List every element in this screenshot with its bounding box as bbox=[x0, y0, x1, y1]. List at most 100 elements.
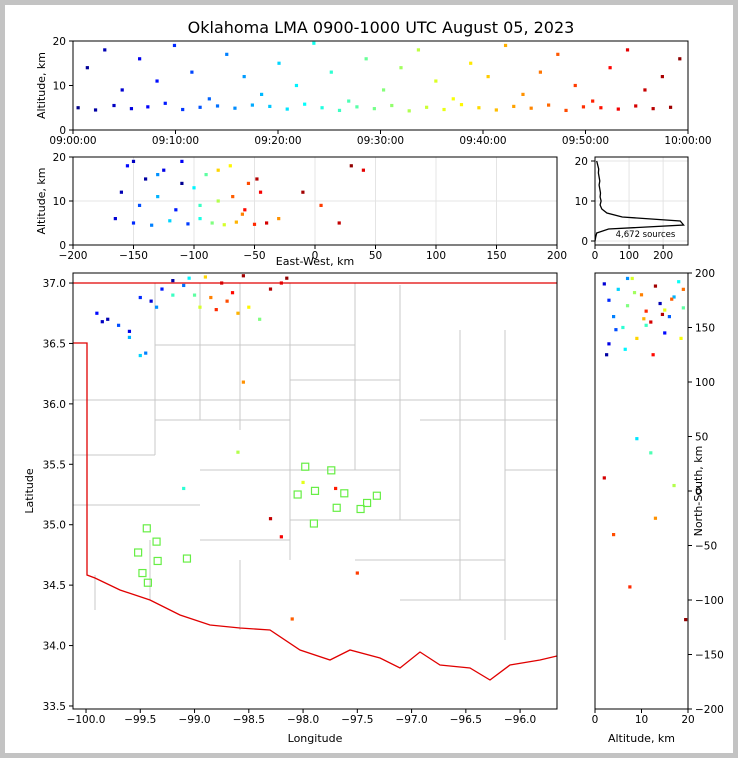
lightning-source bbox=[144, 351, 148, 355]
y-tick-label: 20 bbox=[53, 36, 66, 48]
lightning-source bbox=[138, 353, 142, 358]
lightning-source bbox=[192, 293, 197, 297]
lightning-source bbox=[171, 293, 175, 297]
lightning-source bbox=[581, 105, 586, 109]
axes-frame bbox=[72, 272, 558, 710]
lightning-source bbox=[651, 107, 655, 111]
lightning-source bbox=[355, 105, 359, 109]
lightning-source bbox=[198, 217, 202, 221]
lightning-source bbox=[628, 585, 632, 589]
lightning-source bbox=[162, 168, 166, 172]
y-tick-label: 150 bbox=[695, 323, 715, 335]
lightning-source bbox=[660, 75, 664, 79]
lightning-source bbox=[663, 308, 667, 312]
lightning-source bbox=[684, 618, 688, 622]
x-tick-label: 100 bbox=[619, 250, 639, 262]
lightning-source bbox=[240, 212, 244, 216]
y-tick-label: 10 bbox=[53, 81, 66, 93]
lightning-source bbox=[681, 287, 685, 291]
x-tick-label: 0 bbox=[592, 250, 599, 262]
lightning-source bbox=[670, 297, 674, 301]
lightning-source bbox=[623, 347, 627, 351]
lightning-source bbox=[85, 66, 89, 70]
lightning-source bbox=[231, 195, 235, 199]
lightning-source bbox=[242, 75, 246, 79]
lightning-source bbox=[203, 275, 207, 279]
x-tick-label: −98.0 bbox=[287, 714, 319, 726]
x-tick-label: 50 bbox=[369, 250, 382, 262]
lightning-source bbox=[76, 106, 80, 110]
x-tick-label: 0 bbox=[312, 250, 319, 262]
lightning-source bbox=[614, 328, 618, 332]
lightning-source bbox=[347, 99, 351, 103]
lightning-source bbox=[349, 164, 353, 168]
x-tick-label: 100 bbox=[426, 250, 446, 262]
x-tick-label: 09:30:00 bbox=[357, 135, 404, 147]
lightning-source bbox=[112, 103, 116, 108]
lightning-source bbox=[625, 276, 630, 281]
y-tick-label: 200 bbox=[695, 268, 715, 280]
y-tick-label: 34.5 bbox=[43, 580, 66, 592]
lightning-source bbox=[649, 451, 653, 455]
lightning-source bbox=[364, 57, 368, 61]
x-tick-label: −96.5 bbox=[450, 714, 482, 726]
lightning-source bbox=[329, 70, 333, 74]
lightning-source bbox=[198, 305, 202, 309]
x-tick-label: −100 bbox=[180, 250, 209, 262]
lightning-source bbox=[643, 88, 647, 92]
lightning-source bbox=[591, 99, 595, 103]
lightning-source bbox=[319, 203, 323, 207]
x-tick-label: −97.0 bbox=[395, 714, 427, 726]
lightning-source bbox=[138, 57, 142, 61]
y-tick-label: 37.0 bbox=[43, 278, 66, 290]
axes-frame bbox=[72, 156, 558, 246]
lightning-source bbox=[255, 177, 259, 181]
lightning-source bbox=[672, 295, 676, 299]
lightning-source bbox=[233, 106, 237, 110]
lightning-source bbox=[503, 43, 508, 48]
lightning-source bbox=[155, 79, 159, 83]
lightning-source bbox=[268, 104, 272, 109]
lightning-source bbox=[573, 83, 577, 88]
lightning-source bbox=[127, 335, 132, 340]
lightning-source bbox=[521, 92, 525, 96]
x-tick-label: −99.5 bbox=[124, 714, 156, 726]
lightning-source bbox=[127, 329, 132, 333]
x-tick-label: 09:20:00 bbox=[254, 135, 301, 147]
lightning-source bbox=[116, 323, 121, 327]
lightning-source bbox=[149, 299, 153, 303]
lightning-source bbox=[228, 164, 232, 168]
lightning-source bbox=[163, 101, 167, 105]
lightning-source bbox=[616, 107, 620, 111]
lightning-source bbox=[171, 279, 175, 283]
lightning-source bbox=[180, 159, 184, 163]
y-tick-label: −50 bbox=[695, 541, 717, 553]
x-tick-label: 20 bbox=[681, 714, 694, 726]
lightning-source bbox=[442, 107, 446, 112]
lightning-source bbox=[434, 79, 438, 83]
plot-area bbox=[113, 159, 365, 227]
x-tick-label: 10:00:00 bbox=[664, 135, 711, 147]
lightning-source bbox=[547, 103, 551, 107]
station bbox=[301, 462, 310, 471]
station bbox=[152, 537, 161, 546]
y-tick-label: −100 bbox=[695, 595, 724, 607]
station bbox=[143, 578, 152, 587]
lightning-source bbox=[312, 41, 316, 45]
x-tick-label: 150 bbox=[486, 250, 506, 262]
lightning-source bbox=[215, 104, 220, 108]
x-tick-label: 09:10:00 bbox=[152, 135, 199, 147]
lightning-source bbox=[644, 323, 648, 327]
y-tick-label: 35.0 bbox=[43, 520, 66, 532]
lightning-source bbox=[668, 105, 673, 109]
lightning-source bbox=[679, 336, 683, 340]
lightning-source bbox=[658, 301, 662, 306]
lightning-source bbox=[225, 299, 229, 303]
station bbox=[340, 489, 349, 498]
lightning-source bbox=[635, 437, 639, 441]
y-tick-label: 20 bbox=[53, 152, 66, 164]
lightning-source bbox=[337, 221, 341, 225]
y-tick-label: 10 bbox=[53, 196, 66, 208]
lightning-source bbox=[459, 103, 464, 107]
lightning-source bbox=[216, 199, 220, 203]
